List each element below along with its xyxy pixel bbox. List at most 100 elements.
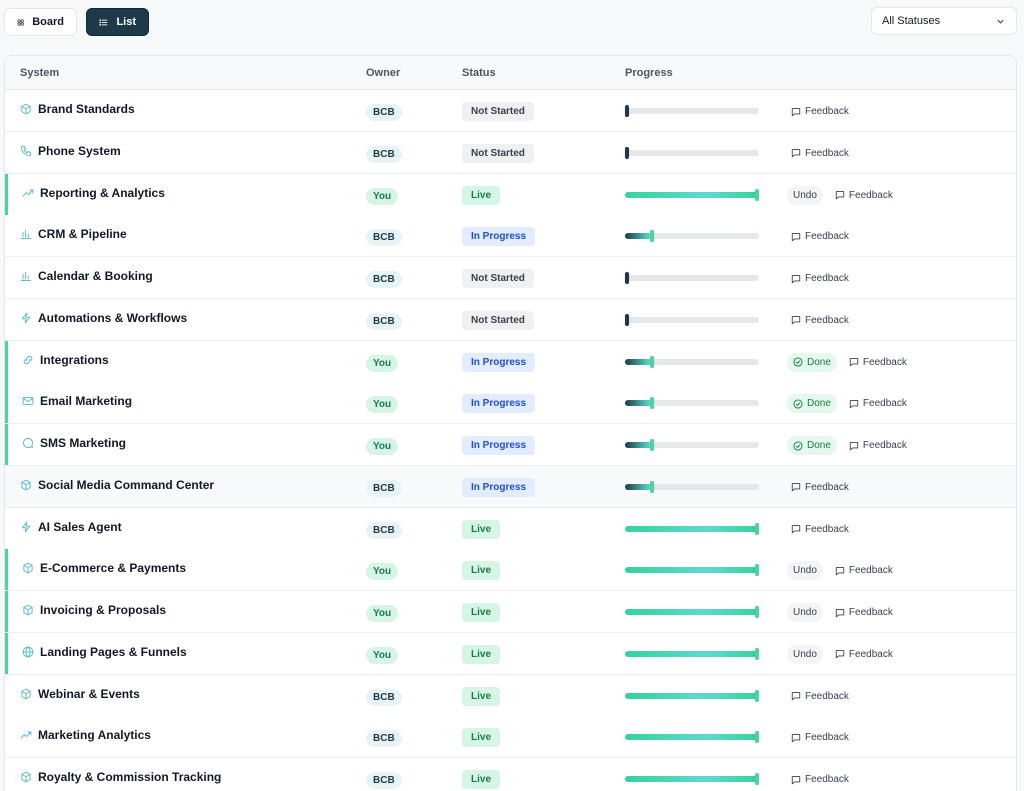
status-badge: Not Started xyxy=(462,310,534,330)
system-cell: Integrations xyxy=(22,353,109,367)
message-square-icon xyxy=(791,149,801,158)
row-actions: Done Feedback xyxy=(787,352,911,372)
progress-fill xyxy=(625,650,759,657)
feedback-label: Feedback xyxy=(805,481,849,493)
header-system: System xyxy=(20,67,60,79)
globe-icon xyxy=(22,646,34,658)
system-name: Brand Standards xyxy=(38,102,135,116)
progress-handle xyxy=(625,272,629,284)
table-row[interactable]: Landing Pages & Funnels You Live Undo Fee… xyxy=(5,632,1016,675)
row-accent-bar xyxy=(5,173,8,215)
table-row[interactable]: Webinar & Events BCB Live Feedback xyxy=(5,674,1016,717)
table-row[interactable]: CRM & Pipeline BCB In Progress Feedback xyxy=(5,215,1016,258)
zap-icon xyxy=(21,312,31,324)
row-actions: Feedback xyxy=(787,687,853,706)
status-badge: In Progress xyxy=(462,394,536,414)
row-actions: Undo Feedback xyxy=(787,644,897,664)
system-name: Calendar & Booking xyxy=(38,269,153,283)
owner-badge: BCB xyxy=(366,312,402,330)
progress-handle xyxy=(755,564,759,577)
list-view-button[interactable]: List xyxy=(86,8,149,36)
message-square-icon xyxy=(791,107,801,116)
feedback-button[interactable]: Feedback xyxy=(845,436,911,455)
system-cell: AI Sales Agent xyxy=(20,520,122,534)
table-row[interactable]: Royalty & Commission Tracking BCB Live Fe… xyxy=(5,758,1016,791)
feedback-button[interactable]: Feedback xyxy=(787,728,853,747)
feedback-label: Feedback xyxy=(848,607,893,618)
progress-handle xyxy=(755,731,759,744)
done-button[interactable]: Done xyxy=(787,394,837,414)
table-row[interactable]: Invoicing & Proposals You Live Undo Feedb… xyxy=(5,591,1016,633)
done-label: Done xyxy=(807,356,831,368)
owner-badge: You xyxy=(366,438,399,455)
row-accent-bar xyxy=(5,549,8,591)
row-actions: Feedback xyxy=(787,102,853,121)
status-badge: Live xyxy=(462,561,501,581)
feedback-button[interactable]: Feedback xyxy=(831,645,897,664)
done-button[interactable]: Done xyxy=(787,436,837,455)
undo-button[interactable]: Undo xyxy=(787,185,823,205)
row-actions: Undo Feedback xyxy=(787,561,897,581)
row-actions: Feedback xyxy=(787,227,853,246)
table-row[interactable]: Reporting & Analytics You Live Undo Feedb… xyxy=(5,173,1016,216)
table-row[interactable]: Email Marketing You In Progress Done Feed… xyxy=(5,382,1016,425)
feedback-button[interactable]: Feedback xyxy=(787,311,853,330)
done-button[interactable]: Done xyxy=(787,352,837,372)
undo-button[interactable]: Undo xyxy=(787,603,823,622)
check-circle-icon xyxy=(793,357,803,367)
feedback-button[interactable]: Feedback xyxy=(787,520,853,539)
undo-button[interactable]: Undo xyxy=(787,561,823,581)
table-row[interactable]: AI Sales Agent BCB Live Feedback xyxy=(5,507,1016,550)
feedback-button[interactable]: Feedback xyxy=(787,478,853,497)
feedback-button[interactable]: Feedback xyxy=(787,687,853,706)
table-row[interactable]: Brand Standards BCB Not Started Feedback xyxy=(5,90,1016,132)
feedback-button[interactable]: Feedback xyxy=(787,227,853,246)
table-row[interactable]: Phone System BCB Not Started Feedback xyxy=(5,131,1016,174)
chevron-down-icon xyxy=(997,19,1004,24)
table-row[interactable]: Integrations You In Progress Done Feedbac… xyxy=(5,340,1016,383)
progress-fill xyxy=(625,400,652,407)
message-square-icon xyxy=(791,733,801,742)
row-actions: Feedback xyxy=(787,478,853,497)
box-icon xyxy=(21,688,31,699)
status-filter-select[interactable]: All Statuses xyxy=(871,7,1017,35)
system-cell: Email Marketing xyxy=(22,394,132,408)
row-accent-bar xyxy=(5,591,8,632)
undo-button[interactable]: Undo xyxy=(787,644,823,664)
feedback-button[interactable]: Feedback xyxy=(845,353,911,372)
feedback-label: Feedback xyxy=(862,356,907,368)
progress-fill xyxy=(625,358,652,365)
row-accent-bar xyxy=(5,382,8,424)
table-row[interactable]: Marketing Analytics BCB Live Feedback xyxy=(5,716,1016,759)
box-icon xyxy=(21,103,31,115)
feedback-button[interactable]: Feedback xyxy=(831,603,897,622)
table-row[interactable]: SMS Marketing You In Progress Done Feedba… xyxy=(5,424,1016,466)
table-row[interactable]: Social Media Command Center BCB In Progre… xyxy=(5,465,1016,508)
system-name: E-Commerce & Payments xyxy=(40,561,187,576)
undo-label: Undo xyxy=(793,648,817,660)
table-row[interactable]: Automations & Workflows BCB Not Started F… xyxy=(5,298,1016,341)
progress-bar xyxy=(625,522,759,535)
feedback-button[interactable]: Feedback xyxy=(831,561,897,580)
owner-badge: BCB xyxy=(366,730,402,748)
progress-fill xyxy=(625,442,652,448)
board-view-button[interactable]: Board xyxy=(4,8,77,36)
feedback-label: Feedback xyxy=(805,774,849,785)
check-circle-icon xyxy=(793,399,803,409)
feedback-button[interactable]: Feedback xyxy=(787,269,853,288)
progress-fill xyxy=(625,233,652,240)
table-row[interactable]: Calendar & Booking BCB Not Started Feedba… xyxy=(5,257,1016,299)
feedback-button[interactable]: Feedback xyxy=(831,186,897,205)
status-badge: Not Started xyxy=(462,143,534,163)
feedback-button[interactable]: Feedback xyxy=(787,770,853,789)
owner-badge: You xyxy=(366,605,399,622)
feedback-button[interactable]: Feedback xyxy=(787,144,853,163)
system-cell: Automations & Workflows xyxy=(20,311,187,325)
box-icon xyxy=(21,771,31,783)
undo-label: Undo xyxy=(793,565,817,577)
feedback-button[interactable]: Feedback xyxy=(787,102,853,121)
feedback-button[interactable]: Feedback xyxy=(845,394,911,413)
message-square-icon xyxy=(791,232,801,241)
grid-icon xyxy=(17,18,24,26)
table-row[interactable]: E-Commerce & Payments You Live Undo Feedb… xyxy=(5,549,1016,592)
